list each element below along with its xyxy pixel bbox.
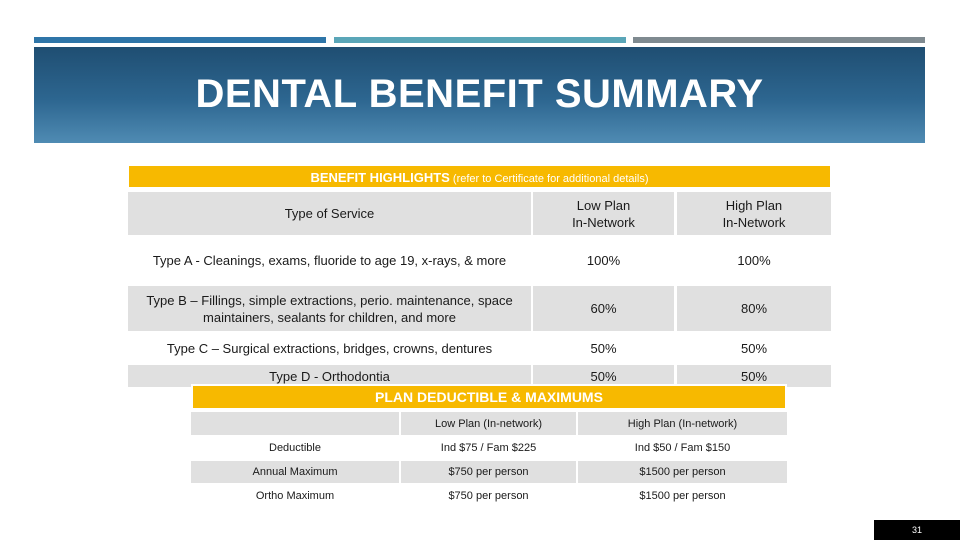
benefit-highlights-title: BENEFIT HIGHLIGHTS <box>310 170 450 185</box>
deductible-high-plan: Ind $50 / Fam $150 <box>634 442 731 454</box>
low-plan-type-c: 50% <box>590 340 617 356</box>
annual-maximum-high-plan: $1500 per person <box>578 461 787 483</box>
benefit-highlights-header: BENEFIT HIGHLIGHTS (refer to Certificate… <box>128 165 831 188</box>
accent-bar-left <box>34 37 326 43</box>
ortho-maximum-low-plan: $750 per person <box>448 490 529 502</box>
low-plan-type-a: 100% <box>586 253 621 268</box>
high-plan-type-a: 100% <box>737 253 771 268</box>
high-plan-type-d: 50% <box>677 365 831 387</box>
page-number: 31 <box>874 520 960 540</box>
plan-deductible-header: PLAN DEDUCTIBLE & MAXIMUMS <box>191 384 787 410</box>
service-type-d: Type D - Orthodontia <box>128 365 531 387</box>
title-banner <box>34 47 925 143</box>
slide-title: DENTAL BENEFIT SUMMARY <box>195 72 764 116</box>
column-header-high-plan: High Plan In-Network <box>677 192 831 235</box>
annual-maximum-label: Annual Maximum <box>191 461 399 483</box>
accent-bar-right <box>633 37 925 43</box>
ortho-maximum-high-plan: $1500 per person <box>639 490 726 502</box>
service-type-c: Type C – Surgical extractions, bridges, … <box>166 340 493 356</box>
deductible-label: Deductible <box>269 442 321 454</box>
service-type-b: Type B – Fillings, simple extractions, p… <box>128 286 531 331</box>
accent-bar-middle <box>334 37 626 43</box>
pd-column-header-low-plan: Low Plan (In-network) <box>401 412 576 435</box>
ortho-maximum-label: Ortho Maximum <box>255 490 335 502</box>
service-type-a: Type A - Cleanings, exams, fluoride to a… <box>152 253 507 268</box>
column-header-type-of-service: Type of Service <box>128 192 531 235</box>
column-header-low-plan: Low Plan In-Network <box>533 192 674 235</box>
low-plan-type-d: 50% <box>533 365 674 387</box>
low-plan-type-b: 60% <box>533 286 674 331</box>
deductible-low-plan: Ind $75 / Fam $225 <box>440 442 537 454</box>
high-plan-type-c: 50% <box>740 340 768 356</box>
benefit-highlights-subtitle: (refer to Certificate for additional det… <box>449 173 649 185</box>
pd-column-header-blank <box>191 412 399 435</box>
high-plan-type-b: 80% <box>677 286 831 331</box>
pd-column-header-high-plan: High Plan (In-network) <box>578 412 787 435</box>
annual-maximum-low-plan: $750 per person <box>401 461 576 483</box>
